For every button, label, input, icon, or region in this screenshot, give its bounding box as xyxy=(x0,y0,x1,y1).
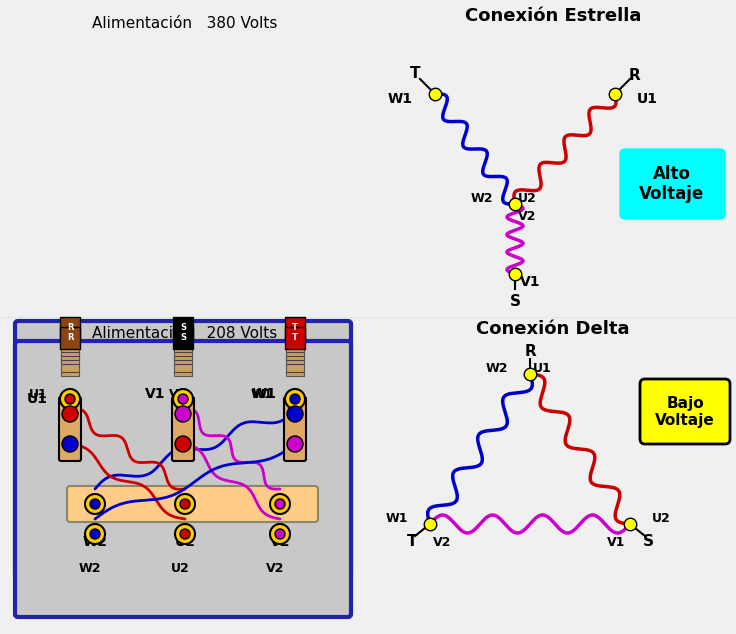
Circle shape xyxy=(275,499,285,509)
FancyBboxPatch shape xyxy=(286,337,304,364)
FancyBboxPatch shape xyxy=(173,317,193,339)
Text: V2: V2 xyxy=(518,209,537,223)
Text: T: T xyxy=(410,67,420,82)
Text: W2: W2 xyxy=(486,363,508,375)
Circle shape xyxy=(180,529,190,539)
Text: U2: U2 xyxy=(171,562,189,576)
Circle shape xyxy=(180,499,190,509)
FancyBboxPatch shape xyxy=(59,397,81,461)
Circle shape xyxy=(175,406,191,422)
Text: W2: W2 xyxy=(79,562,102,576)
Text: W1: W1 xyxy=(386,512,408,526)
Text: U1: U1 xyxy=(27,392,48,406)
Text: Conexión Estrella: Conexión Estrella xyxy=(465,7,641,25)
FancyBboxPatch shape xyxy=(61,337,79,364)
Text: T: T xyxy=(292,323,298,332)
Text: U2: U2 xyxy=(652,512,670,526)
Text: V1: V1 xyxy=(169,387,187,401)
Circle shape xyxy=(175,494,195,514)
Text: Alimentación   208 Volts: Alimentación 208 Volts xyxy=(93,327,277,342)
FancyBboxPatch shape xyxy=(60,327,80,349)
Text: U1: U1 xyxy=(637,92,658,106)
Circle shape xyxy=(85,494,105,514)
Text: R: R xyxy=(67,333,74,342)
FancyBboxPatch shape xyxy=(620,149,725,219)
FancyBboxPatch shape xyxy=(284,397,306,461)
Text: V1: V1 xyxy=(144,387,165,401)
Circle shape xyxy=(173,389,193,409)
Text: U2: U2 xyxy=(174,535,196,549)
Text: R: R xyxy=(629,68,641,84)
Circle shape xyxy=(90,499,100,509)
FancyBboxPatch shape xyxy=(286,347,304,376)
Text: R: R xyxy=(524,344,536,359)
Circle shape xyxy=(175,436,191,452)
FancyBboxPatch shape xyxy=(285,327,305,349)
Text: W1: W1 xyxy=(252,387,277,401)
Text: Alto
Voltaje: Alto Voltaje xyxy=(640,165,704,204)
Circle shape xyxy=(60,389,80,409)
Text: U1: U1 xyxy=(533,363,552,375)
Circle shape xyxy=(62,436,78,452)
Text: Conexión Delta: Conexión Delta xyxy=(476,320,630,338)
FancyBboxPatch shape xyxy=(172,397,194,461)
Circle shape xyxy=(290,394,300,404)
Text: T: T xyxy=(407,534,417,550)
Circle shape xyxy=(270,494,290,514)
Text: S: S xyxy=(180,323,186,332)
FancyBboxPatch shape xyxy=(61,347,79,376)
Circle shape xyxy=(287,436,303,452)
Circle shape xyxy=(90,529,100,539)
Circle shape xyxy=(62,406,78,422)
Circle shape xyxy=(178,394,188,404)
Circle shape xyxy=(270,524,290,544)
Text: W2: W2 xyxy=(82,535,107,549)
FancyBboxPatch shape xyxy=(15,341,351,617)
FancyBboxPatch shape xyxy=(15,321,351,577)
Text: V2: V2 xyxy=(433,536,451,548)
Text: Bajo
Voltaje: Bajo Voltaje xyxy=(655,396,715,428)
Text: V1: V1 xyxy=(606,536,625,548)
Text: Alimentación   380 Volts: Alimentación 380 Volts xyxy=(92,16,277,32)
FancyBboxPatch shape xyxy=(640,379,730,444)
Text: W2: W2 xyxy=(470,193,493,205)
FancyBboxPatch shape xyxy=(174,347,192,376)
FancyBboxPatch shape xyxy=(174,337,192,364)
Text: V2: V2 xyxy=(266,562,284,576)
Circle shape xyxy=(65,394,75,404)
Text: U2: U2 xyxy=(518,193,537,205)
Circle shape xyxy=(285,389,305,409)
Text: S: S xyxy=(509,295,520,309)
Text: W1: W1 xyxy=(388,92,413,106)
FancyBboxPatch shape xyxy=(67,486,318,522)
Circle shape xyxy=(175,524,195,544)
Circle shape xyxy=(287,406,303,422)
FancyBboxPatch shape xyxy=(173,327,193,349)
Text: S: S xyxy=(180,333,186,342)
FancyBboxPatch shape xyxy=(285,317,305,339)
Text: R: R xyxy=(67,323,74,332)
Circle shape xyxy=(85,524,105,544)
Text: V2: V2 xyxy=(270,535,290,549)
Text: W1: W1 xyxy=(250,387,273,401)
Text: V1: V1 xyxy=(520,275,540,289)
Circle shape xyxy=(275,529,285,539)
FancyBboxPatch shape xyxy=(60,317,80,339)
Text: U1: U1 xyxy=(29,387,48,401)
Text: S: S xyxy=(643,534,654,550)
Text: T: T xyxy=(292,333,298,342)
